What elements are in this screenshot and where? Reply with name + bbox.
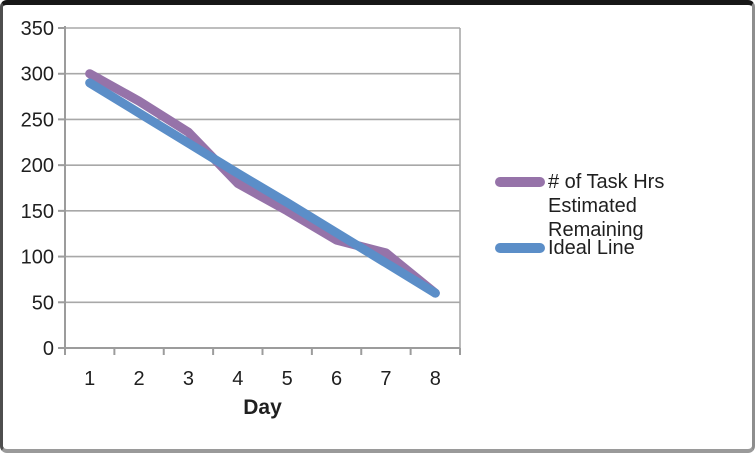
y-tick-label: 250 [21,109,54,131]
ideal-line-series-swatch [495,243,545,253]
y-tick-label: 300 [21,64,54,86]
y-tick-label: 200 [21,155,54,177]
y-tick-label: 50 [32,292,54,314]
x-tick-label: 6 [331,368,342,390]
y-tick-label: 100 [21,247,54,269]
x-tick-label: 7 [380,368,391,390]
y-tick-label: 350 [21,18,54,40]
x-tick-label: 8 [430,368,441,390]
legend-item-task-hrs: # of Task Hrs Estimated Remaining [495,170,723,242]
legend-label-task-hrs: # of Task Hrs Estimated Remaining [548,171,665,241]
x-tick-label: 2 [134,368,145,390]
task-hrs-line [85,69,440,298]
x-tick-label: 5 [282,368,293,390]
x-tick-label: 4 [232,368,243,390]
ideal-line [85,78,440,298]
task-hrs-series-swatch [495,177,545,187]
legend-item-ideal-line: Ideal Line [495,236,723,260]
x-tick-label: 1 [84,368,95,390]
y-tick-label: 150 [21,201,54,223]
x-tick-label: 3 [183,368,194,390]
y-tick-label: 0 [43,338,54,360]
x-axis-title: Day [243,396,282,419]
legend-label-ideal-line: Ideal Line [548,237,635,259]
